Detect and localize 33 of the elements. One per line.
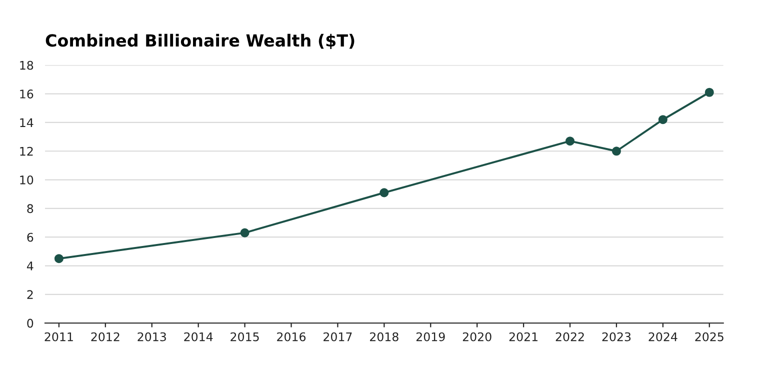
x-tick-label: 2017 [324, 332, 352, 342]
y-tick-label: 2 [27, 290, 33, 299]
x-tick-label: 2011 [44, 332, 73, 342]
y-tick-label: 6 [27, 232, 34, 242]
chart-title: Combined Billionaire Wealth ($T) [46, 34, 354, 49]
x-tick-label: 2023 [602, 332, 631, 342]
x-tick-label: 2013 [138, 332, 166, 342]
x-tick-label: 2024 [648, 332, 678, 342]
y-tick-label: 18 [20, 60, 34, 70]
point [380, 188, 389, 198]
point [240, 228, 250, 238]
point [565, 136, 575, 146]
y-tick-label: 0 [27, 318, 34, 328]
point [704, 88, 714, 97]
y-tick-label: 8 [27, 204, 34, 214]
x-tick-label: 2018 [370, 332, 398, 342]
point [612, 146, 621, 156]
x-tick-label: 2016 [277, 332, 306, 342]
y-tick-label: 10 [20, 176, 34, 184]
point [54, 254, 64, 264]
x-tick-label: 2025 [695, 332, 724, 342]
x-tick-label: 2020 [462, 332, 492, 342]
y-tick-label: 14 [20, 118, 34, 127]
x-tick-label: 2014 [184, 332, 213, 342]
y-tick-label: 12 [20, 146, 33, 156]
x-tick-label: 2015 [230, 332, 259, 342]
x-tick-label: 2019 [416, 332, 445, 342]
x-tick-label: 2022 [556, 332, 584, 342]
x-tick-label: 2012 [91, 332, 120, 342]
point [658, 115, 668, 124]
y-tick-label: 16 [20, 90, 34, 98]
y-tick-label: 4 [26, 262, 34, 270]
x-tick-label: 2021 [509, 332, 538, 342]
